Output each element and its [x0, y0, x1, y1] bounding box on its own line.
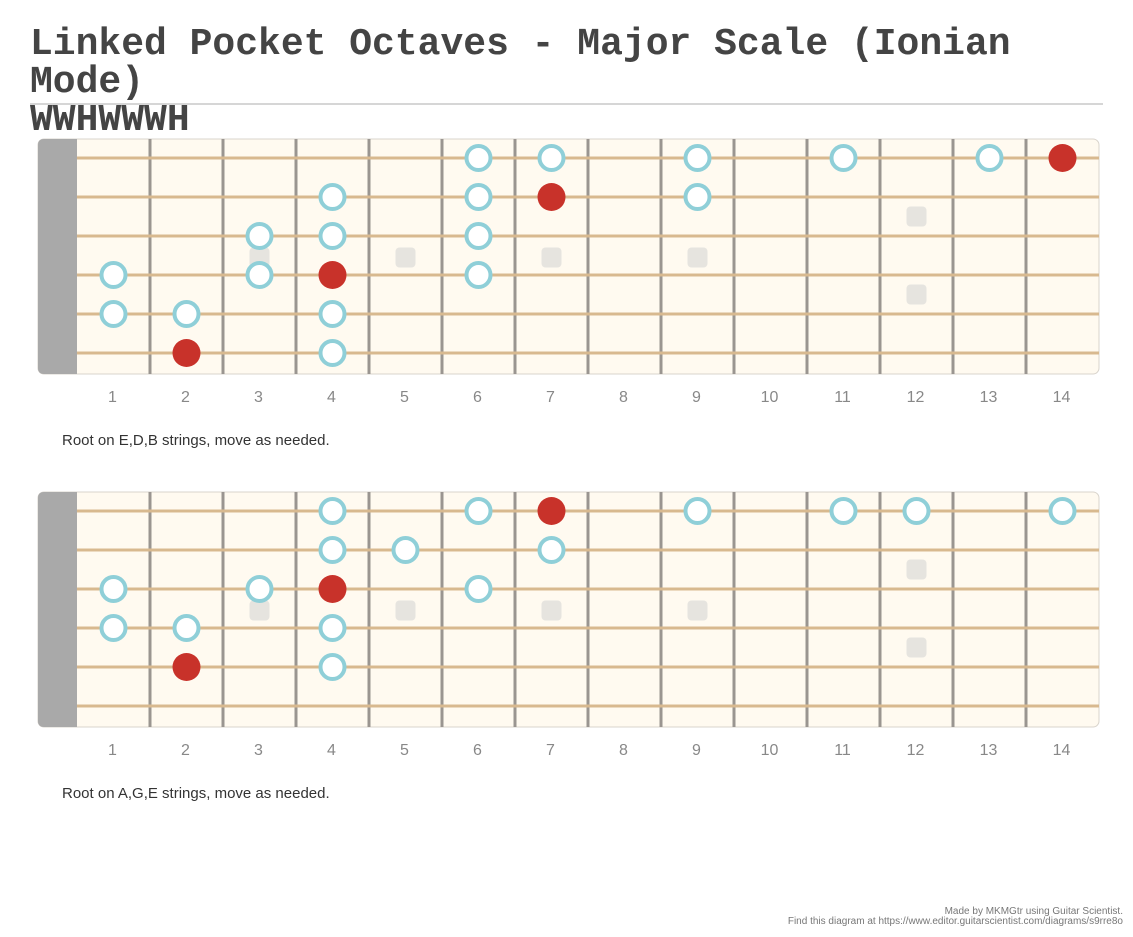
fret-number: 2 — [181, 742, 190, 759]
scale-note-marker — [318, 300, 347, 328]
root-note-marker — [537, 183, 566, 211]
fret-number: 8 — [619, 389, 628, 406]
scale-note-marker — [318, 653, 347, 681]
scale-note-marker — [464, 575, 493, 603]
fret-number: 8 — [619, 742, 628, 759]
title-line-1: Linked Pocket Octaves - Major Scale (Ion… — [30, 23, 1011, 104]
scale-note-marker — [683, 497, 712, 525]
fret-number: 13 — [979, 742, 998, 759]
inlay-marker — [687, 600, 708, 621]
scale-note-marker — [537, 144, 566, 172]
credit-line: Made by MKMGtr using Guitar Scientist. — [944, 906, 1123, 917]
scale-note-marker — [99, 614, 128, 642]
fretboard-background — [37, 491, 1100, 728]
fret-number: 10 — [760, 389, 779, 406]
scale-note-marker — [464, 261, 493, 289]
fret-number: 3 — [254, 389, 263, 406]
inlay-marker — [395, 247, 416, 268]
scale-note-marker — [172, 614, 201, 642]
fret-number: 9 — [692, 389, 701, 406]
fret-number: 1 — [108, 389, 117, 406]
scale-note-marker — [537, 536, 566, 564]
scale-note-marker — [318, 614, 347, 642]
fret-number: 4 — [327, 389, 336, 406]
fret-number: 4 — [327, 742, 336, 759]
fret-number: 3 — [254, 742, 263, 759]
root-note-marker — [318, 575, 347, 603]
inlay-marker — [541, 247, 562, 268]
scale-note-marker — [245, 222, 274, 250]
scale-note-marker — [172, 300, 201, 328]
scale-note-marker — [464, 144, 493, 172]
scale-note-marker — [975, 144, 1004, 172]
fret-number: 7 — [546, 389, 555, 406]
fret-number: 14 — [1052, 389, 1071, 406]
inlay-marker — [541, 600, 562, 621]
source-link[interactable]: Find this diagram at https://www.editor.… — [787, 916, 1123, 927]
fret-number: 2 — [181, 389, 190, 406]
scale-note-marker — [829, 497, 858, 525]
scale-note-marker — [391, 536, 420, 564]
scale-note-marker — [464, 183, 493, 211]
fretboard-diagram-1: 1 2 3 4 5 6 7 8 9 10 11 12 13 14 — [0, 130, 1133, 460]
nut — [38, 492, 77, 727]
diagram-title: Linked Pocket Octaves - Major Scale (Ion… — [30, 26, 1103, 140]
scale-note-marker — [902, 497, 931, 525]
inlay-marker — [906, 206, 927, 227]
scale-note-marker — [1048, 497, 1077, 525]
fret-number: 14 — [1052, 742, 1071, 759]
fretboard-2 — [37, 491, 1100, 728]
fret-number: 5 — [400, 389, 409, 406]
title-line-2: WWHWWWH — [30, 99, 190, 142]
scale-note-marker — [464, 497, 493, 525]
fret-number: 6 — [473, 742, 482, 759]
fret-number: 10 — [760, 742, 779, 759]
root-note-marker — [172, 653, 201, 681]
inlay-marker — [906, 284, 927, 305]
fret-number: 7 — [546, 742, 555, 759]
inlay-marker — [249, 600, 270, 621]
fretboard-diagram-2: 1 2 3 4 5 6 7 8 9 10 11 12 13 14 — [0, 483, 1133, 813]
scale-note-marker — [245, 575, 274, 603]
fret-number: 5 — [400, 742, 409, 759]
scale-note-marker — [318, 339, 347, 367]
inlay-marker — [906, 559, 927, 580]
inlay-marker — [395, 600, 416, 621]
fret-number: 1 — [108, 742, 117, 759]
nut — [38, 139, 77, 374]
root-note-marker — [1048, 144, 1077, 172]
fret-number: 11 — [834, 389, 851, 406]
inlay-marker — [687, 247, 708, 268]
root-note-marker — [172, 339, 201, 367]
fret-number: 12 — [906, 389, 925, 406]
scale-note-marker — [464, 222, 493, 250]
inlay-marker — [906, 637, 927, 658]
caption-2: Root on A,G,E strings, move as needed. — [62, 785, 330, 802]
scale-note-marker — [683, 144, 712, 172]
fret-number: 11 — [834, 742, 851, 759]
fret-number: 6 — [473, 389, 482, 406]
root-note-marker — [318, 261, 347, 289]
scale-note-marker — [99, 300, 128, 328]
scale-note-marker — [245, 261, 274, 289]
scale-note-marker — [318, 536, 347, 564]
scale-note-marker — [99, 575, 128, 603]
scale-note-marker — [318, 497, 347, 525]
scale-note-marker — [318, 222, 347, 250]
fretboard-background — [37, 138, 1100, 375]
fret-number: 13 — [979, 389, 998, 406]
caption-1: Root on E,D,B strings, move as needed. — [62, 432, 330, 449]
scale-note-marker — [829, 144, 858, 172]
title-divider — [30, 103, 1103, 105]
scale-note-marker — [99, 261, 128, 289]
scale-note-marker — [318, 183, 347, 211]
fret-number: 12 — [906, 742, 925, 759]
root-note-marker — [537, 497, 566, 525]
scale-note-marker — [683, 183, 712, 211]
fretboard-1 — [37, 138, 1100, 375]
fret-number: 9 — [692, 742, 701, 759]
